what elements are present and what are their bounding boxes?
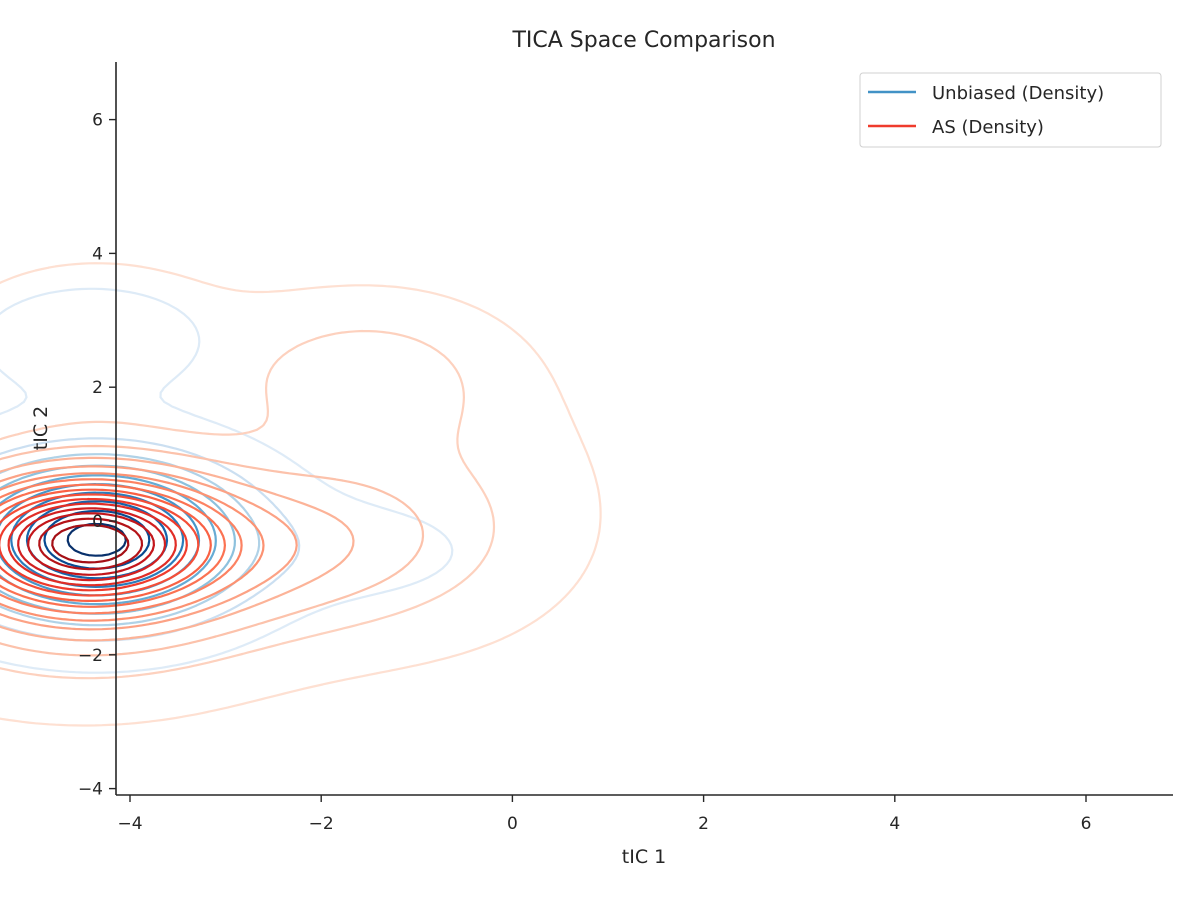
as-contour-level-14 [27, 512, 155, 576]
plot-area [0, 262, 602, 727]
as-contour-level-5 [0, 465, 298, 631]
as-contour-level-11 [0, 497, 188, 592]
as-contour-level-3 [0, 444, 425, 657]
as-contour-level-7 [0, 478, 243, 615]
x-tick-label: −4 [117, 814, 142, 834]
axes: −4 −2 0 2 4 6 −4 −2 0 2 4 6 [78, 62, 1173, 834]
chart-title: TICA Space Comparison [511, 28, 775, 53]
x-ticks: −4 −2 0 2 4 6 [117, 795, 1091, 834]
x-tick-label: 6 [1081, 814, 1092, 834]
y-tick-label: 6 [92, 111, 103, 131]
y-tick-label: 4 [92, 244, 103, 264]
unbiased-contour-level-1 [0, 287, 454, 674]
x-axis-label: tIC 1 [622, 846, 666, 868]
as-contour-level-1 [0, 262, 602, 727]
y-tick-label: 2 [92, 378, 103, 398]
legend-label-unbiased: Unbiased (Density) [932, 83, 1104, 104]
y-ticks: −4 −2 0 2 4 6 [78, 111, 116, 800]
x-tick-label: 0 [507, 814, 518, 834]
y-axis-label: tIC 2 [30, 406, 52, 450]
as-contour-level-9 [0, 488, 212, 602]
y-tick-label: 0 [92, 512, 103, 532]
as-contour-level-4 [0, 456, 355, 642]
legend: Unbiased (Density) AS (Density) [859, 72, 1162, 148]
as-contour-level-8 [0, 483, 226, 608]
as-contour-level-6 [0, 472, 265, 622]
x-tick-label: −2 [309, 814, 334, 834]
legend-box [859, 72, 1162, 148]
as-density-contours [0, 262, 602, 727]
as-contour-level-12 [7, 502, 177, 587]
as-contour-level-16 [51, 524, 130, 564]
as-contour-level-10 [0, 493, 200, 597]
as-contour-level-2 [0, 329, 496, 680]
y-tick-label: −2 [78, 646, 103, 666]
x-tick-label: 4 [889, 814, 900, 834]
as-contour-level-15 [38, 517, 144, 571]
x-tick-label: 2 [698, 814, 709, 834]
y-tick-label: −4 [78, 780, 103, 800]
legend-label-as: AS (Density) [932, 117, 1044, 138]
